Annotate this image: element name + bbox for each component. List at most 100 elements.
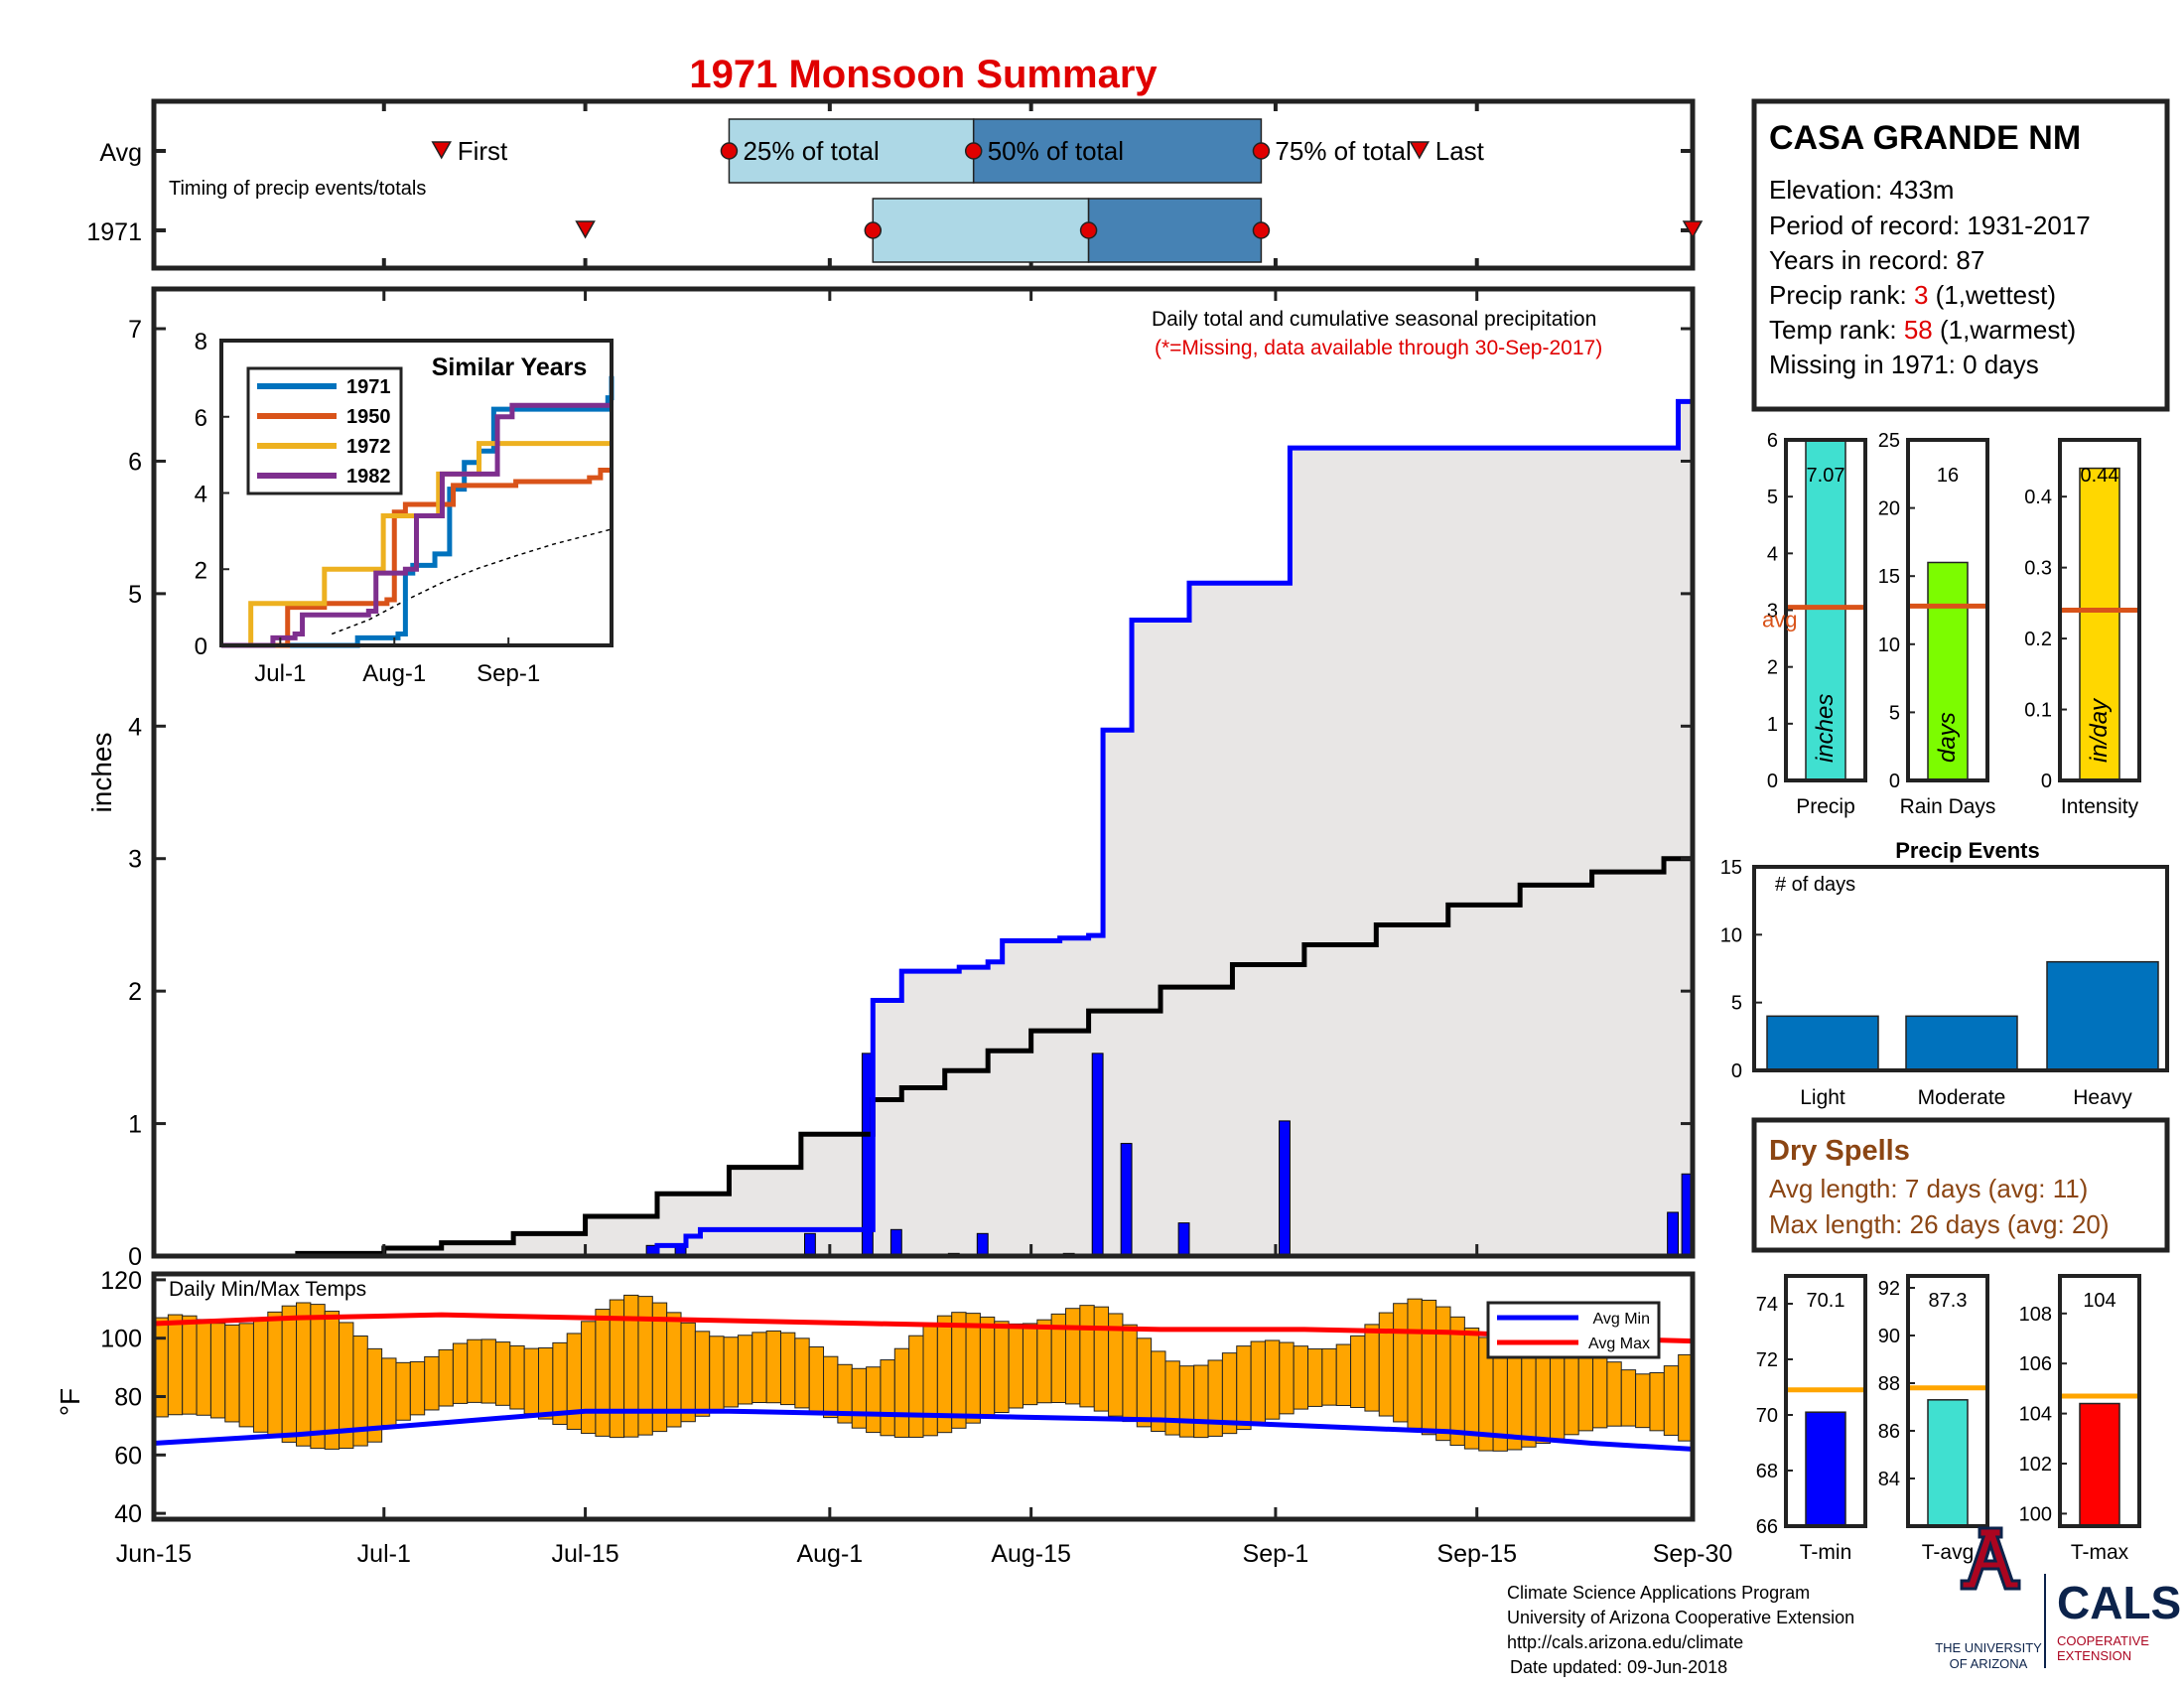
timing-panel: First 25% of total 50% of total 75% of tota… [86, 98, 1704, 271]
inset-legend-label-1950: 1950 [346, 406, 391, 428]
temp-range-bar-103 [1620, 1369, 1637, 1427]
temp-range-bar-44 [779, 1332, 796, 1406]
events-layers: Light Moderate Heavy 0 5 10 15 [1720, 857, 2167, 1109]
cals-logo-sub-2: EXTENSION [2057, 1648, 2131, 1663]
t-min-tick-label-68: 68 [1756, 1461, 1778, 1482]
temp-ytick-label-40: 40 [114, 1500, 142, 1528]
t-avg-tick-label-92: 92 [1878, 1278, 1900, 1300]
timing-p25-label: 25% of total [743, 136, 879, 166]
inset-series-1950 [221, 467, 612, 648]
avg-timing-box-50-75 [972, 118, 1263, 184]
temp-range-bar-60 [1008, 1323, 1024, 1409]
temp-range-bar-81 [1307, 1348, 1323, 1407]
temp-range-bar-37 [680, 1322, 696, 1423]
t-max-tick-label-104: 104 [2019, 1404, 2052, 1426]
temp-range-bar-65 [1079, 1305, 1095, 1408]
temp-range-bar-61 [1022, 1323, 1038, 1406]
temp-ytick-label-100: 100 [100, 1326, 142, 1353]
precip-unit-label: inches [1812, 694, 1839, 763]
temp-range-bar-20 [438, 1348, 454, 1407]
temp-range-bar-68 [1122, 1324, 1138, 1423]
main-ytick-label-4: 4 [128, 713, 142, 741]
temp-range-bar-78 [1264, 1339, 1281, 1420]
t-min-tick-label-66: 66 [1756, 1516, 1778, 1538]
intensity-tick-label-0.3: 0.3 [2024, 558, 2052, 580]
footer-line-2: University of Arizona Cooperative Extens… [1507, 1608, 1854, 1627]
ua-logo-line-2: OF ARIZONA [1950, 1656, 2028, 1671]
avg-marker-p25 [720, 142, 739, 160]
daily-precip-bar-4 [889, 1228, 902, 1257]
temp-range-bar-102 [1606, 1361, 1622, 1427]
inset-xtick-label-0: Jul-1 [254, 660, 306, 687]
events-bar-light [1766, 1015, 1879, 1071]
t-avg-value-label: 87.3 [1929, 1290, 1968, 1312]
temp-range-bar-77 [1250, 1340, 1266, 1426]
temp-range-bar-79 [1279, 1341, 1295, 1415]
t-min-tick-label-70: 70 [1756, 1405, 1778, 1427]
inset-series-1971 [221, 375, 614, 648]
daily-precip-bar-11 [1279, 1120, 1291, 1257]
temp-range-bar-95 [1506, 1343, 1523, 1451]
t-max-tick-label-102: 102 [2019, 1454, 2052, 1476]
inset-frame [219, 339, 614, 647]
t-avg-tick-label-86: 86 [1878, 1421, 1900, 1443]
temp-range-bar-22 [467, 1338, 482, 1403]
temp-range-bar-3 [196, 1319, 211, 1416]
avg-marker-p50 [964, 142, 983, 160]
t-min-panel-label: T-min [1800, 1541, 1852, 1564]
temp-range-bar-90 [1435, 1306, 1451, 1442]
rain-days-tick-label-0: 0 [1889, 771, 1900, 792]
main-ytick-label-1: 1 [128, 1111, 142, 1139]
date-x-axis: Jun-15 Jul-1 Jul-15 Aug-1 Aug-15 Sep-1 Sep-15 S… [116, 1507, 1732, 1568]
precip-tick-label-3: 3 [1767, 601, 1778, 623]
daily-precip-bar-2 [803, 1232, 816, 1257]
t-avg-tick-label-90: 90 [1878, 1326, 1900, 1347]
events-frame [1752, 865, 2169, 1072]
events-tick-label-0: 0 [1731, 1060, 1742, 1082]
t-max-panel-label: T-max [2071, 1541, 2129, 1564]
timing-p75-label: 75% of total [1275, 136, 1411, 166]
station-info-box: CASA GRANDE NM Elevation: 433m Period of… [1751, 98, 2170, 412]
avg-min-temp-line [153, 1408, 1694, 1452]
rain-days-tick-label-5: 5 [1889, 702, 1900, 724]
station-info-frame [1751, 98, 2170, 412]
temp-range-bar-84 [1350, 1335, 1366, 1408]
cals-logo-text: CALS [2057, 1577, 2181, 1628]
chart-title: 1971 Monsoon Summary [689, 53, 1158, 96]
temp-range-bar-73 [1193, 1364, 1209, 1439]
ua-block-a-icon [1960, 1526, 2021, 1591]
temp-range-bar-51 [880, 1359, 895, 1437]
cals-logo-sub-1: COOPERATIVE [2057, 1633, 2149, 1648]
temp-range-bar-9 [281, 1305, 298, 1443]
daily-precip-bar-12 [1667, 1211, 1680, 1257]
temp-range-bar-43 [765, 1330, 781, 1404]
temp-range-bar-54 [922, 1323, 938, 1437]
temp-range-bar-18 [409, 1360, 426, 1416]
temp-range-bar-71 [1164, 1360, 1180, 1436]
events-ylabel: # of days [1775, 874, 1855, 896]
t-max-tick-label-108: 108 [2019, 1304, 2052, 1326]
temp-range-bar-101 [1592, 1351, 1608, 1429]
t-avg-tick-label-84: 84 [1878, 1469, 1900, 1490]
temp-range-bar-39 [709, 1336, 725, 1412]
inset-ytick-label-4: 4 [195, 482, 207, 508]
main-plot-frame [151, 286, 1696, 1259]
temp-range-bar-66 [1093, 1306, 1110, 1412]
temp-range-bar-58 [979, 1316, 996, 1419]
precip-tick-label-0: 0 [1767, 771, 1778, 792]
t-avg-value-bar [1927, 1399, 1969, 1527]
temp-range-bar-59 [994, 1321, 1010, 1414]
inset-xtick-label-2: Sep-1 [477, 660, 540, 687]
intensity-panel-frame [2058, 438, 2141, 782]
legend-avg-max-label: Avg Max [1588, 1336, 1650, 1352]
events-category-light: Light [1800, 1086, 1845, 1109]
temp-range-bar-52 [893, 1347, 910, 1438]
rain-days-panel-label: Rain Days [1900, 795, 1996, 818]
precip-main-chart: 0 1 2 3 4 5 6 7 inches Daily total and cumulati… [86, 286, 1696, 1271]
temp-range-bar-72 [1178, 1365, 1195, 1438]
x-axis-label-0: Jun-15 [116, 1540, 192, 1568]
inset-legend-label-1982: 1982 [346, 466, 391, 488]
temp-range-bar-31 [595, 1309, 611, 1437]
x-axis-label-2: Jul-15 [552, 1540, 619, 1568]
